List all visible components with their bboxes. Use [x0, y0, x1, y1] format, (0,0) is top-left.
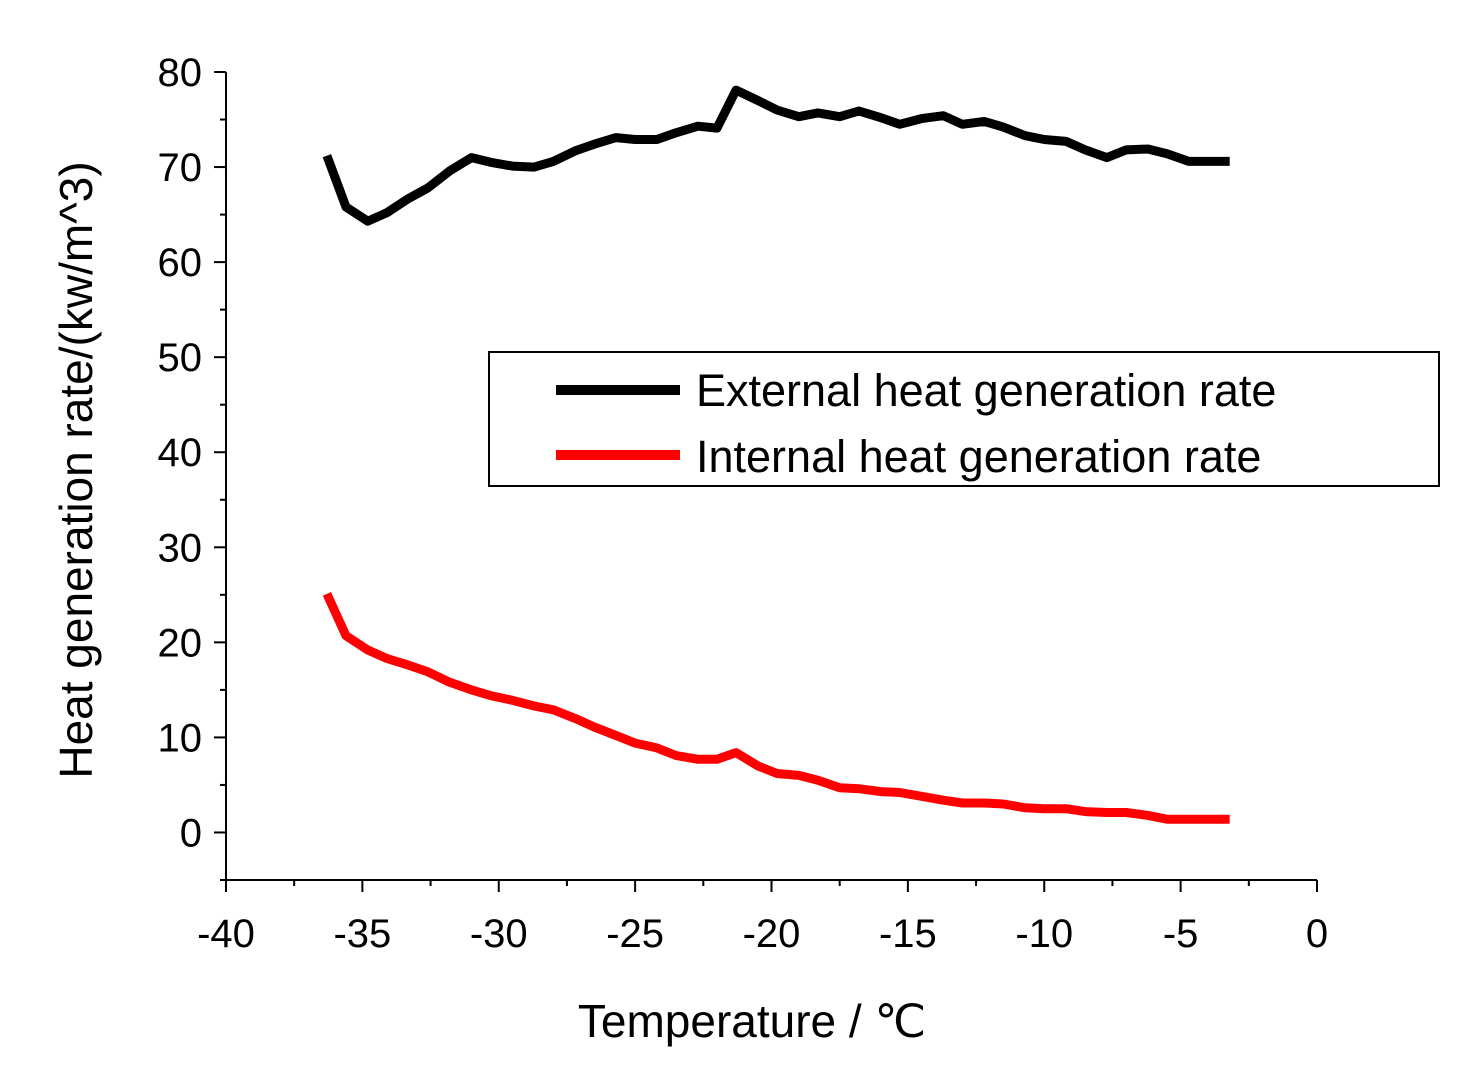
x-tick-label: -5	[1163, 912, 1199, 956]
x-tick-label: -40	[197, 912, 255, 956]
x-tick-label: -10	[1015, 912, 1073, 956]
legend-box	[488, 351, 1440, 487]
axes: -40 -35 -30 -25 -20 -15 -10 -5 0 0 10 20 30 40 50 60 70 8…	[158, 51, 1329, 956]
y-tick-label: 20	[158, 621, 203, 665]
y-tick-label: 10	[158, 716, 203, 760]
y-axis-title: Heat generation rate/(kw/m^3)	[50, 161, 102, 778]
legend-label-external: External heat generation rate	[696, 365, 1276, 416]
y-tick-label: 0	[180, 811, 202, 855]
x-tick-label: -15	[879, 912, 937, 956]
series-line-external	[322, 85, 1230, 226]
x-tick-label: 0	[1306, 912, 1328, 956]
y-tick-label: 30	[158, 526, 203, 570]
y-tick-label: 50	[158, 336, 203, 380]
y-tick-label: 80	[158, 51, 203, 95]
y-tick-label: 60	[158, 241, 203, 285]
series-line-internal	[322, 592, 1230, 824]
y-tick-label: 40	[158, 431, 203, 475]
legend-label-internal: Internal heat generation rate	[696, 431, 1261, 482]
y-tick-label: 70	[158, 146, 203, 190]
series-lines	[322, 85, 1230, 824]
x-axis-title: Temperature / ℃	[578, 995, 926, 1047]
x-tick-label: -35	[333, 912, 391, 956]
x-tick-label: -25	[606, 912, 664, 956]
x-tick-label: -20	[743, 912, 801, 956]
legend: External heat generation rate Internal h…	[488, 351, 1440, 487]
x-tick-label: -30	[470, 912, 528, 956]
